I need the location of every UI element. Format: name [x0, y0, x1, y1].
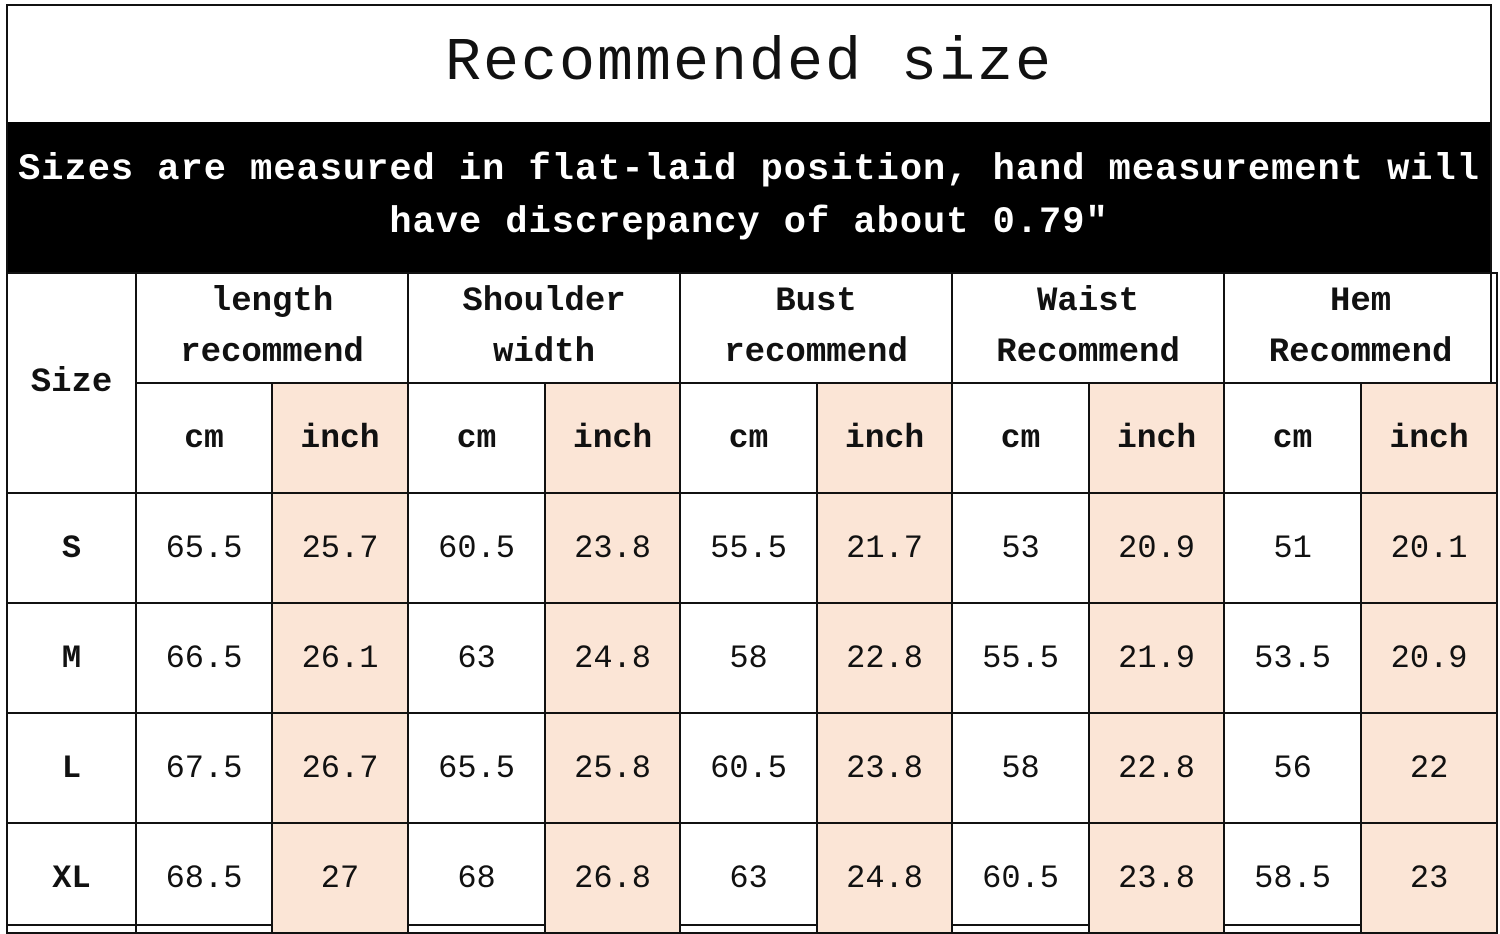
unit-inch-header: inch [1088, 382, 1226, 494]
inch-value-cell: 25.8 [544, 712, 682, 824]
cm-value-cell: 60.5 [407, 492, 547, 604]
unit-cm-header: cm [1223, 382, 1363, 494]
measurement-group-header: Hem Recommend [1223, 272, 1499, 384]
inch-value-cell: 22.8 [816, 602, 954, 714]
inch-value-cell: 20.9 [1088, 492, 1226, 604]
cm-value-cell: 68 [407, 822, 547, 934]
measurement-notice: Sizes are measured in flat-laid position… [8, 122, 1490, 272]
group-header-line1: Shoulder [462, 283, 626, 321]
unit-cm-header: cm [679, 382, 819, 494]
unit-inch-header: inch [816, 382, 954, 494]
notice-line-2: have discrepancy of about 0.79″ [389, 202, 1109, 244]
group-header-line1: length [210, 283, 334, 321]
cm-value-cell: 60.5 [951, 822, 1091, 934]
inch-value-cell: 21.9 [1088, 602, 1226, 714]
inch-value-cell: 20.1 [1360, 492, 1499, 604]
measurement-group-header: Shoulder width [407, 272, 682, 384]
cm-value-cell: 68.5 [135, 822, 273, 934]
cm-value-cell: 55.5 [679, 492, 819, 604]
cm-value-cell: 51 [1223, 492, 1363, 604]
size-table: Size length recommend Shoulder width Bust rec… [6, 272, 1499, 934]
cm-value-cell: 60.5 [679, 712, 819, 824]
table-row: S 65.5 25.7 60.5 23.8 55.5 21.7 53 20.9 51 20.1 [6, 492, 1499, 604]
inch-value-cell: 26.7 [270, 712, 410, 824]
inch-value-cell: 21.7 [816, 492, 954, 604]
cm-value-cell: 63 [407, 602, 547, 714]
table-row: M 66.5 26.1 63 24.8 58 22.8 55.5 21.9 53.5 20.9 [6, 602, 1499, 714]
cm-value-cell: 58 [679, 602, 819, 714]
inch-value-cell: 22 [1360, 712, 1499, 824]
size-label: M [6, 602, 137, 714]
group-header-line2: Recommend [1268, 334, 1453, 372]
measurement-group-header: Bust recommend [679, 272, 954, 384]
unit-inch-header: inch [1360, 382, 1499, 494]
cm-value-cell: 63 [679, 822, 819, 934]
inch-value-cell: 20.9 [1360, 602, 1499, 714]
cm-value-cell: 66.5 [135, 602, 273, 714]
cm-value-cell: 53 [951, 492, 1091, 604]
inch-value-cell: 23 [1360, 822, 1499, 934]
size-label: XL [6, 822, 137, 934]
inch-value-cell: 24.8 [816, 822, 954, 934]
group-header-line2: recommend [180, 334, 364, 372]
group-header-line1: Bust [775, 283, 857, 321]
inch-value-cell: 23.8 [544, 492, 682, 604]
cm-value-cell: 58 [951, 712, 1091, 824]
size-chart: Recommended size Sizes are measured in f… [6, 4, 1499, 934]
cm-value-cell: 67.5 [135, 712, 273, 824]
cm-value-cell: 53.5 [1223, 602, 1363, 714]
inch-value-cell: 22.8 [1088, 712, 1226, 824]
group-header-line2: Recommend [996, 334, 1180, 372]
size-label: S [6, 492, 137, 604]
inch-value-cell: 25.7 [270, 492, 410, 604]
chart-title: Recommended size [444, 30, 1054, 98]
cm-value-cell: 56 [1223, 712, 1363, 824]
table-row: L 67.5 26.7 65.5 25.8 60.5 23.8 58 22.8 56 22 [6, 712, 1499, 824]
size-header: Size [6, 272, 137, 494]
cm-value-cell: 55.5 [951, 602, 1091, 714]
inch-value-cell: 23.8 [816, 712, 954, 824]
cm-value-cell: 65.5 [135, 492, 273, 604]
unit-inch-header: inch [270, 382, 410, 494]
table-row: XL 68.5 27 68 26.8 63 24.8 60.5 23.8 58.5 23 [6, 822, 1499, 934]
notice-line-1: Sizes are measured in flat-laid position… [18, 149, 1480, 191]
measurement-group-header: Waist Recommend [951, 272, 1226, 384]
cm-value-cell: 65.5 [407, 712, 547, 824]
unit-cm-header: cm [135, 382, 273, 494]
group-header-line2: recommend [724, 334, 908, 372]
inch-value-cell: 24.8 [544, 602, 682, 714]
unit-inch-header: inch [544, 382, 682, 494]
size-label: L [6, 712, 137, 824]
cm-value-cell: 58.5 [1223, 822, 1363, 934]
group-header-line2: width [493, 334, 596, 372]
inch-value-cell: 26.1 [270, 602, 410, 714]
inch-value-cell: 27 [270, 822, 410, 934]
unit-cm-header: cm [407, 382, 547, 494]
group-header-line1: Waist [1037, 283, 1140, 321]
inch-value-cell: 23.8 [1088, 822, 1226, 934]
unit-cm-header: cm [951, 382, 1091, 494]
inch-value-cell: 26.8 [544, 822, 682, 934]
group-header-line1: Hem [1329, 283, 1392, 321]
measurement-group-header: length recommend [134, 272, 410, 384]
